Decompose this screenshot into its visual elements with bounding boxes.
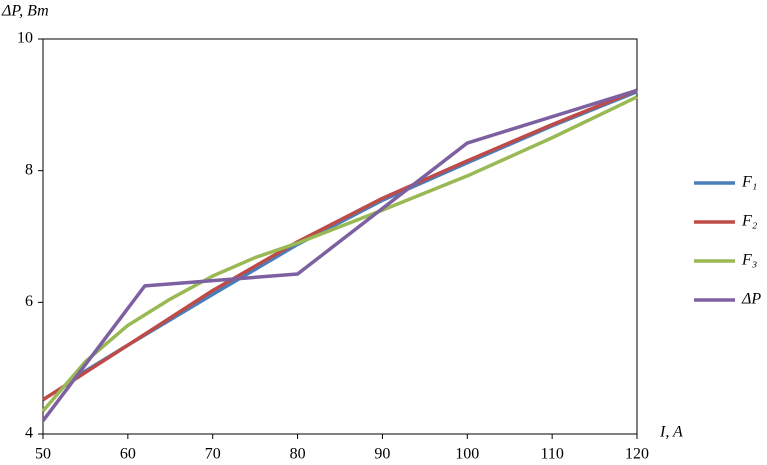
x-tick-label: 100 <box>455 446 479 463</box>
x-tick-label: 120 <box>625 446 649 463</box>
series-line <box>41 95 638 413</box>
y-tick-label: 4 <box>25 425 33 442</box>
x-tick-label: 50 <box>35 446 51 463</box>
legend-label: ΔP <box>741 291 761 308</box>
y-axis-label: ΔP, Вт <box>1 3 49 20</box>
y-tick-label: 6 <box>25 293 33 310</box>
plot-frame <box>42 38 638 435</box>
legend-label: F₃ <box>741 252 757 269</box>
series-line <box>67 90 638 383</box>
x-tick-label: 110 <box>540 446 563 463</box>
legend-label: F₂ <box>741 213 758 230</box>
x-tick-label: 60 <box>120 446 136 463</box>
x-tick-label: 90 <box>374 446 390 463</box>
y-tick-label: 8 <box>25 161 33 178</box>
y-tick-label: 10 <box>17 30 33 47</box>
x-tick-label: 80 <box>290 446 306 463</box>
series-line <box>42 88 638 402</box>
series-line <box>41 88 638 422</box>
legend-label: F₁ <box>741 174 757 191</box>
x-tick-label: 70 <box>205 446 221 463</box>
x-axis-label: I, A <box>659 424 683 441</box>
